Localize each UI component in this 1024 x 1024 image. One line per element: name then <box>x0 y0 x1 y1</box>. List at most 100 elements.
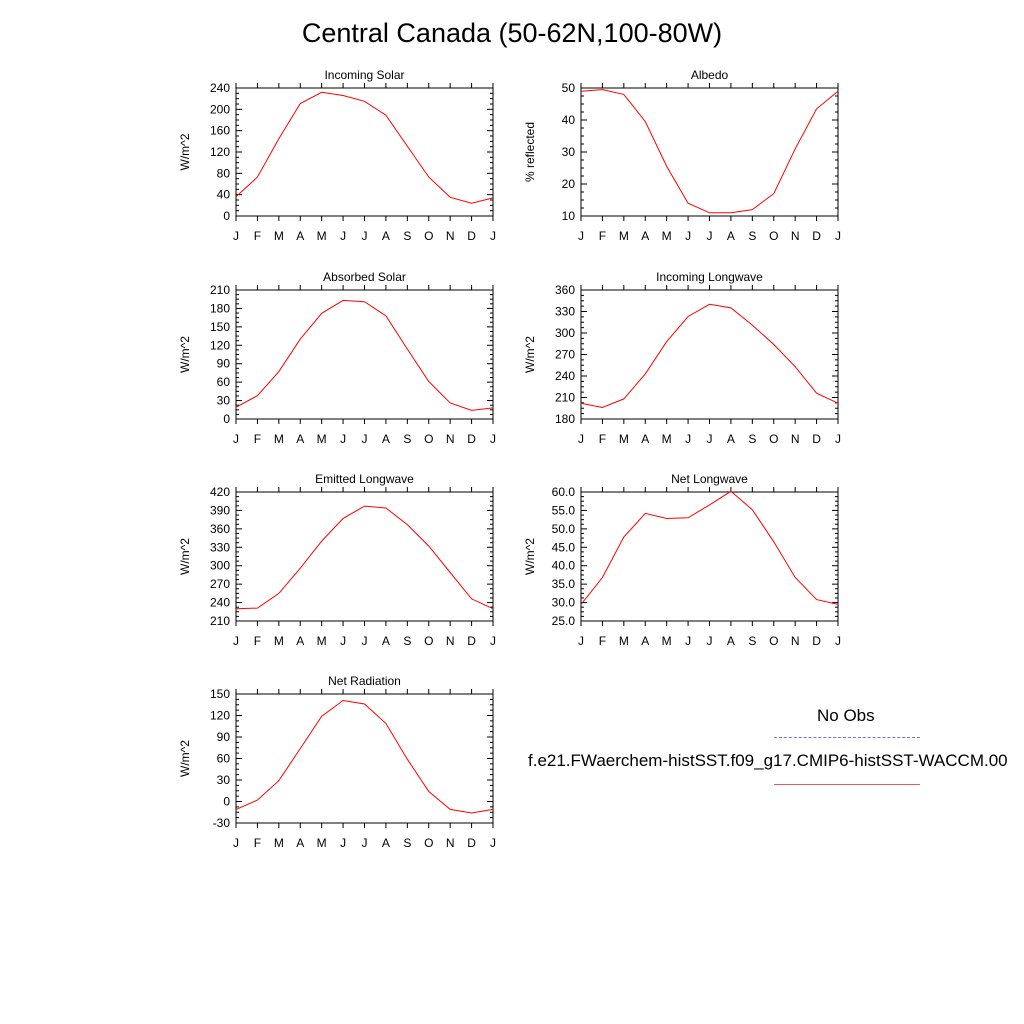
chart-title: Albedo <box>691 68 729 82</box>
page-title: Central Canada (50-62N,100-80W) <box>301 18 723 48</box>
x-tick-label: F <box>599 634 606 648</box>
x-tick-label: M <box>274 836 284 850</box>
x-tick-label: J <box>685 432 691 446</box>
y-tick-label: 270 <box>210 577 230 591</box>
x-tick-label: A <box>382 229 390 243</box>
y-tick-label: 330 <box>210 540 230 554</box>
chart-title: Net Longwave <box>671 472 748 486</box>
plot-frame <box>235 491 494 622</box>
x-tick-label: J <box>233 836 239 850</box>
x-tick-label: M <box>662 432 672 446</box>
y-tick-label: 60.0 <box>552 485 576 499</box>
y-tick-label: 210 <box>210 283 230 297</box>
x-tick-label: N <box>791 634 800 648</box>
x-tick-label: N <box>446 634 455 648</box>
y-axis-label: W/m^2 <box>178 538 192 575</box>
x-tick-label: J <box>707 229 713 243</box>
y-tick-label: 30 <box>562 145 576 159</box>
y-tick-label: 420 <box>210 485 230 499</box>
chart-title: Net Radiation <box>328 674 401 688</box>
legend-model-label: f.e21.FWaerchem-histSST.f09_g17.CMIP6-hi… <box>528 751 1008 770</box>
x-tick-label: A <box>296 634 304 648</box>
x-tick-label: J <box>835 229 841 243</box>
x-tick-label: D <box>467 836 476 850</box>
x-tick-label: A <box>296 229 304 243</box>
y-tick-label: 40.0 <box>552 559 576 573</box>
x-tick-label: F <box>254 432 261 446</box>
x-tick-label: J <box>707 634 713 648</box>
legend-obs-label: No Obs <box>817 706 875 725</box>
x-tick-label: A <box>641 634 649 648</box>
x-tick-label: F <box>599 432 606 446</box>
x-tick-label: A <box>296 432 304 446</box>
y-tick-label: 240 <box>210 81 230 95</box>
x-tick-label: J <box>340 836 346 850</box>
x-tick-label: O <box>769 229 778 243</box>
x-tick-label: J <box>578 229 584 243</box>
x-tick-label: A <box>382 836 390 850</box>
y-axis-label: W/m^2 <box>178 133 192 170</box>
y-tick-label: 330 <box>555 305 575 319</box>
y-tick-label: 55.0 <box>552 503 576 517</box>
x-tick-label: F <box>254 229 261 243</box>
y-tick-label: 40 <box>217 188 231 202</box>
x-tick-label: J <box>835 634 841 648</box>
x-tick-label: S <box>748 229 756 243</box>
y-tick-label: 240 <box>555 369 575 383</box>
x-tick-label: D <box>812 634 821 648</box>
chart-title: Emitted Longwave <box>315 472 414 486</box>
chart-title: Incoming Solar <box>324 68 404 82</box>
x-tick-label: F <box>254 836 261 850</box>
x-tick-label: M <box>619 229 629 243</box>
y-tick-label: 150 <box>210 320 230 334</box>
y-axis-label: W/m^2 <box>178 336 192 373</box>
x-tick-label: A <box>382 432 390 446</box>
x-tick-label: A <box>727 229 735 243</box>
x-tick-label: M <box>317 229 327 243</box>
x-tick-label: J <box>578 432 584 446</box>
x-tick-label: O <box>769 634 778 648</box>
chart-title: Absorbed Solar <box>323 270 406 284</box>
x-tick-label: O <box>424 836 433 850</box>
y-tick-label: 210 <box>210 614 230 628</box>
y-tick-label: 30 <box>217 394 231 408</box>
x-tick-label: M <box>274 229 284 243</box>
x-tick-label: S <box>403 836 411 850</box>
y-tick-label: 25.0 <box>552 614 576 628</box>
x-tick-label: J <box>490 836 496 850</box>
x-tick-label: M <box>274 432 284 446</box>
x-tick-label: S <box>403 634 411 648</box>
x-tick-label: M <box>317 836 327 850</box>
x-tick-label: A <box>727 634 735 648</box>
x-tick-label: M <box>317 634 327 648</box>
x-tick-label: J <box>707 432 713 446</box>
x-tick-label: N <box>446 836 455 850</box>
x-tick-label: F <box>599 229 606 243</box>
y-tick-label: 180 <box>210 301 230 315</box>
series-line <box>235 505 494 610</box>
y-tick-label: 180 <box>555 412 575 426</box>
x-tick-label: A <box>641 229 649 243</box>
chart-panel-5: Emitted Longwave W/m^2 210 240 270 300 330 360 3… <box>178 472 496 648</box>
x-tick-label: D <box>812 229 821 243</box>
x-tick-label: J <box>340 229 346 243</box>
y-tick-label: 0 <box>223 209 230 223</box>
y-tick-label: 210 <box>555 391 575 405</box>
x-tick-label: M <box>619 432 629 446</box>
y-tick-label: 30 <box>217 773 231 787</box>
x-tick-label: J <box>835 432 841 446</box>
chart-title: Incoming Longwave <box>656 270 763 284</box>
x-tick-label: A <box>382 634 390 648</box>
y-tick-label: 300 <box>555 326 575 340</box>
x-tick-label: M <box>662 229 672 243</box>
y-tick-label: 50 <box>562 81 576 95</box>
x-tick-label: O <box>424 432 433 446</box>
series-line <box>580 89 839 214</box>
y-tick-label: 390 <box>210 503 230 517</box>
x-tick-label: D <box>467 634 476 648</box>
y-tick-label: 0 <box>223 412 230 426</box>
plot-frame <box>580 491 839 622</box>
series-line <box>235 91 494 204</box>
y-tick-label: 240 <box>210 596 230 610</box>
